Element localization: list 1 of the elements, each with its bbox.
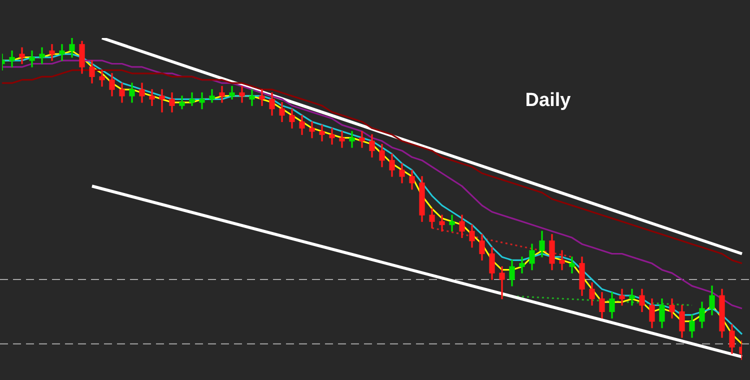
text: Daily (524, 90, 572, 112)
